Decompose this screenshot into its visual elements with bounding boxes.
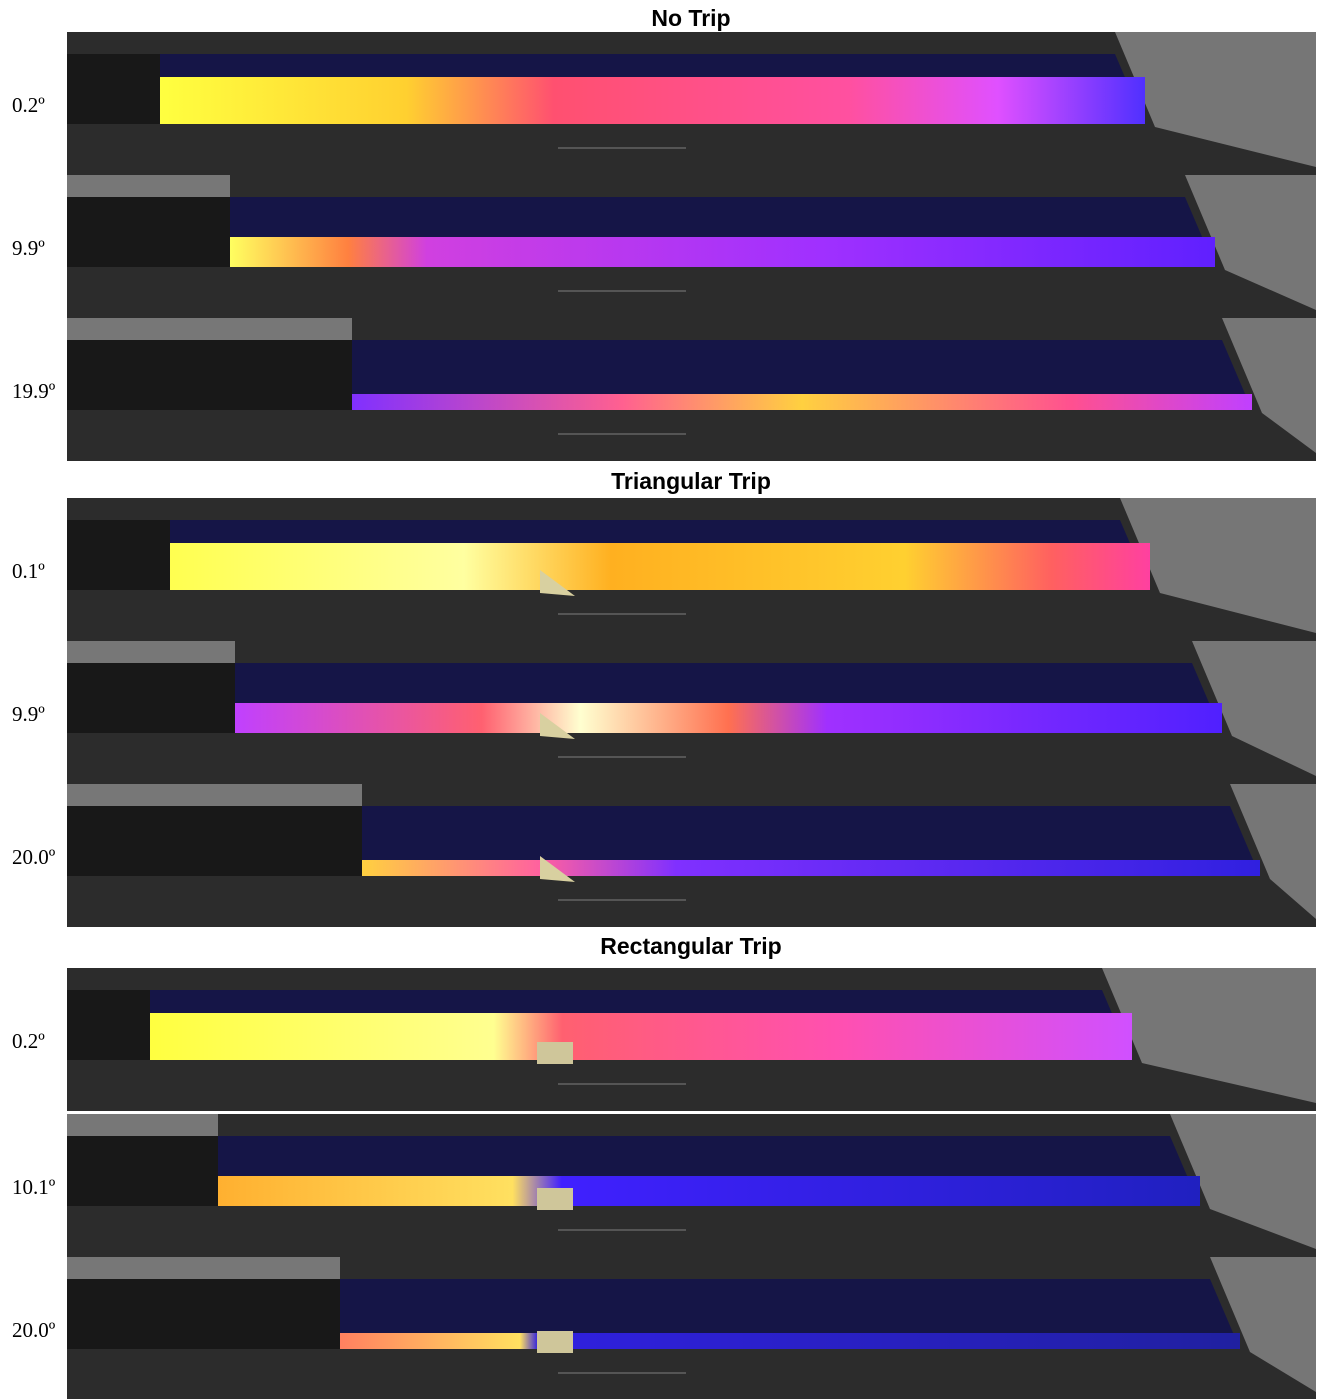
flow-panel	[67, 175, 1316, 318]
wall-top	[67, 1257, 340, 1279]
trip	[540, 713, 575, 739]
wall	[67, 1279, 340, 1349]
flow-band	[235, 703, 1222, 733]
flow-panel	[67, 1257, 1316, 1399]
side-wall	[1115, 32, 1316, 167]
wall	[67, 54, 160, 124]
wall	[67, 520, 170, 590]
flow-panel	[67, 498, 1316, 641]
flow-panel	[67, 641, 1316, 784]
wall	[67, 806, 362, 876]
angle-label: 20.0º	[12, 845, 56, 869]
angle-label: 0.2º	[12, 93, 45, 117]
flow-panel	[67, 318, 1316, 461]
flow-panel	[67, 1114, 1316, 1257]
trip	[537, 1188, 573, 1210]
flow-band	[340, 1333, 1240, 1349]
wall-top	[67, 641, 235, 663]
side-wall	[1185, 175, 1316, 310]
flow-band	[160, 77, 1145, 124]
trip	[540, 856, 575, 882]
side-wall	[1230, 784, 1316, 919]
side-wall	[1120, 498, 1316, 633]
angle-label: 9.9º	[12, 236, 45, 260]
flow-panel	[67, 784, 1316, 927]
side-wall	[1210, 1257, 1316, 1392]
flow-band	[362, 860, 1260, 876]
trip	[537, 1042, 573, 1064]
angle-label: 19.9º	[12, 379, 56, 403]
flow-region	[362, 806, 1260, 876]
wall-top	[67, 318, 352, 340]
trip	[540, 570, 575, 596]
side-wall	[1102, 968, 1316, 1103]
side-wall	[1192, 641, 1316, 776]
angle-label: 20.0º	[12, 1318, 56, 1342]
flow-band	[150, 1013, 1132, 1060]
angle-label: 0.1º	[12, 559, 45, 583]
wall-top	[67, 1114, 218, 1136]
wall	[67, 340, 352, 410]
side-wall	[1222, 318, 1316, 453]
flow-region	[352, 340, 1252, 410]
flow-band	[218, 1176, 1200, 1206]
flow-panel	[67, 32, 1316, 175]
trip	[537, 1331, 573, 1353]
side-wall	[1170, 1114, 1316, 1249]
angle-label: 10.1º	[12, 1175, 56, 1199]
wall-top	[67, 784, 362, 806]
angle-label: 0.2º	[12, 1029, 45, 1053]
flow-band	[230, 237, 1215, 267]
section-title: Rectangular Trip	[600, 933, 781, 959]
flow-band	[170, 543, 1150, 590]
wall	[67, 663, 235, 733]
flow-panel	[67, 968, 1316, 1111]
wall	[67, 1136, 218, 1206]
angle-label: 9.9º	[12, 702, 45, 726]
wall	[67, 197, 230, 267]
wall-top	[67, 175, 230, 197]
wall	[67, 990, 150, 1060]
flow-band	[352, 394, 1252, 410]
section-title: Triangular Trip	[611, 468, 771, 494]
section-title: No Trip	[651, 5, 730, 31]
